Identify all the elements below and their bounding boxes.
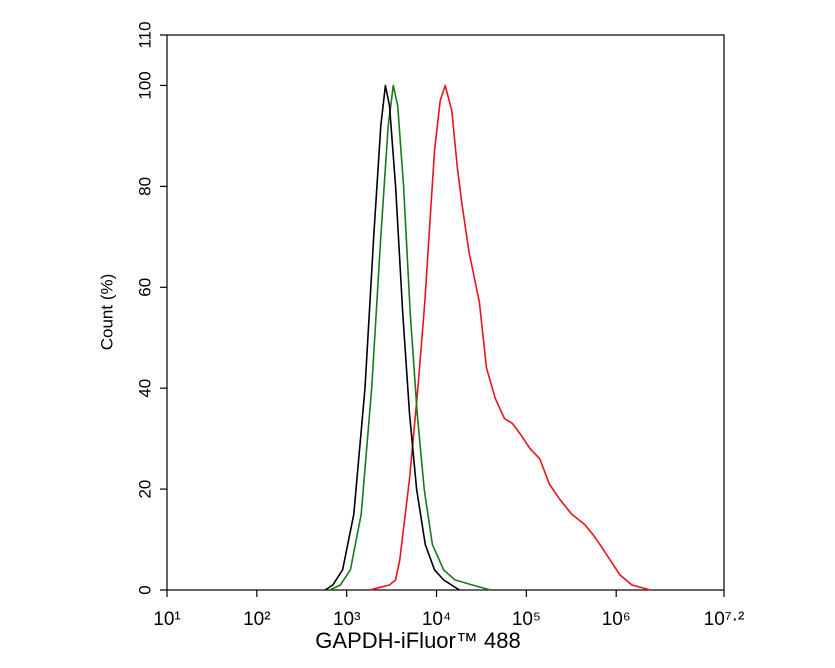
x-tick-label: 10² — [243, 609, 270, 630]
y-axis-label: Count (%) — [97, 274, 116, 351]
y-tick-label: 100 — [135, 71, 154, 99]
x-tick-label: 10⁴ — [422, 609, 451, 630]
y-tick-label: 0 — [135, 585, 154, 594]
y-tick-label: 40 — [135, 379, 154, 398]
series-line — [324, 84, 460, 591]
y-tick-label: 80 — [135, 177, 154, 196]
x-tick-label: 10⁵ — [512, 609, 541, 630]
x-tick-label: 10⁶ — [602, 609, 631, 630]
series-line — [329, 84, 491, 591]
x-tick-label: 10¹ — [153, 609, 180, 630]
y-tick-label: 60 — [135, 278, 154, 297]
x-tick-label: 10⁷·² — [704, 609, 745, 630]
y-tick-label: 110 — [135, 21, 154, 48]
x-tick-label: 10³ — [333, 609, 360, 630]
plot-frame — [166, 34, 725, 591]
x-axis-label: GAPDH-iFluor™ 488 — [315, 628, 520, 653]
series-line — [369, 84, 651, 591]
y-tick-label: 20 — [135, 480, 154, 499]
